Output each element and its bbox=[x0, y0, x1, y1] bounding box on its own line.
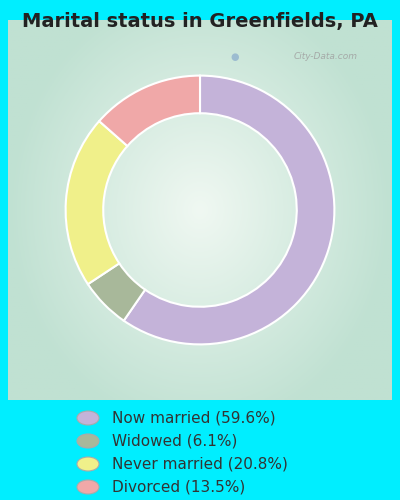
Wedge shape bbox=[66, 121, 128, 284]
Wedge shape bbox=[88, 264, 145, 320]
Text: Marital status in Greenfields, PA: Marital status in Greenfields, PA bbox=[22, 12, 378, 32]
Text: Widowed (6.1%): Widowed (6.1%) bbox=[112, 434, 237, 448]
Ellipse shape bbox=[77, 457, 99, 471]
Text: Never married (20.8%): Never married (20.8%) bbox=[112, 456, 288, 471]
Wedge shape bbox=[124, 76, 334, 344]
Text: Divorced (13.5%): Divorced (13.5%) bbox=[112, 480, 245, 494]
Text: ●: ● bbox=[230, 52, 239, 62]
Ellipse shape bbox=[77, 434, 99, 448]
Wedge shape bbox=[99, 76, 200, 146]
Ellipse shape bbox=[77, 480, 99, 494]
Text: Now married (59.6%): Now married (59.6%) bbox=[112, 410, 276, 426]
Text: City-Data.com: City-Data.com bbox=[294, 52, 358, 61]
Ellipse shape bbox=[77, 411, 99, 425]
